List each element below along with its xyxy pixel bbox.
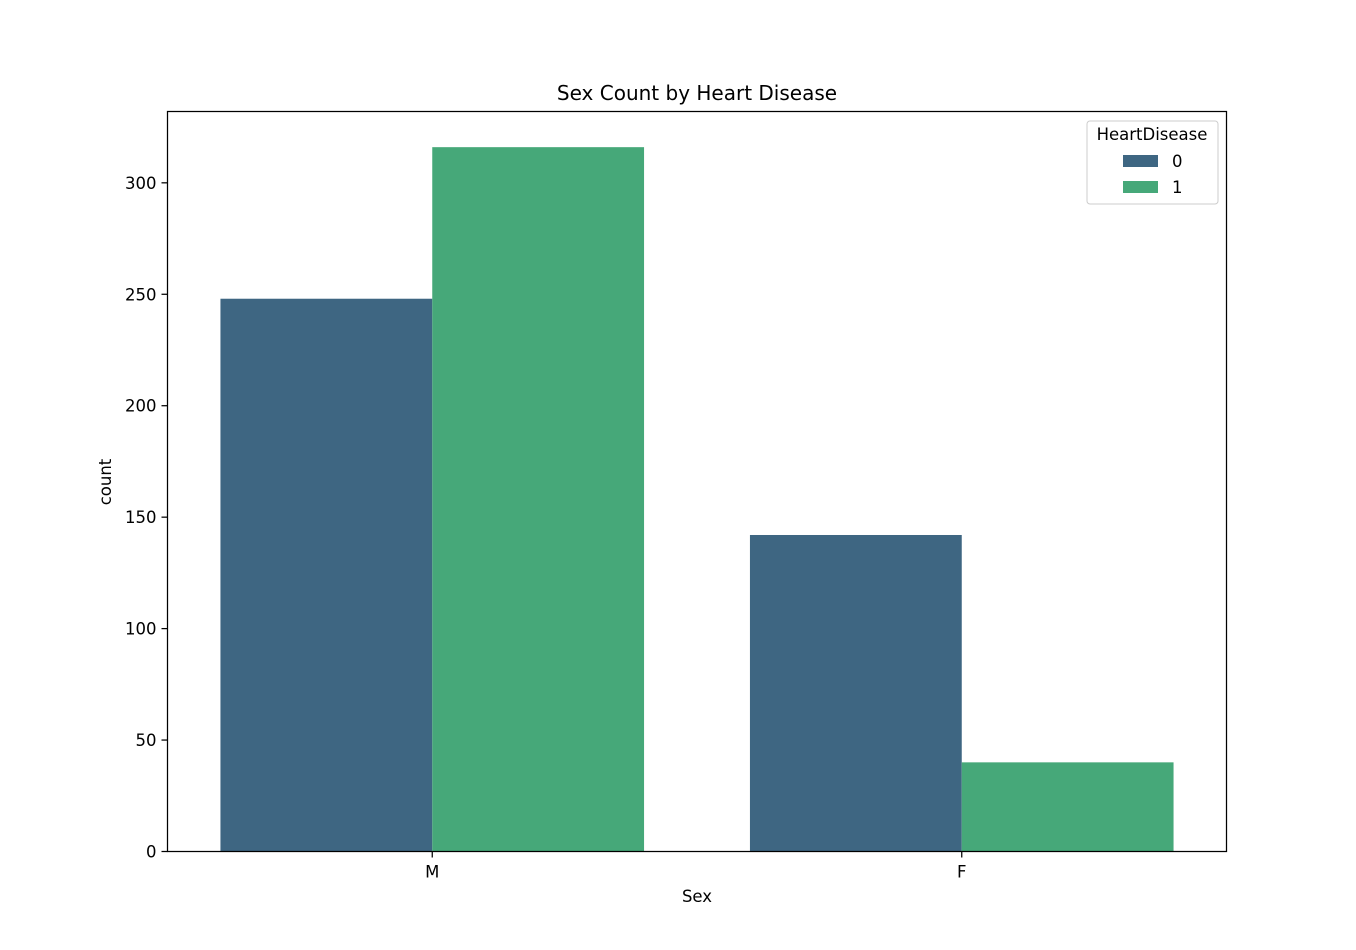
legend-label-series-1: 1 <box>1172 178 1183 197</box>
legend: HeartDisease 0 1 <box>1086 120 1219 205</box>
bar-M-series-0 <box>220 298 433 852</box>
legend-swatch-series-1 <box>1123 181 1158 193</box>
legend-title: HeartDisease <box>1097 125 1208 144</box>
y-tick-label: 100 <box>125 620 157 639</box>
y-tick-label: 200 <box>125 397 157 416</box>
bar-M-series-1 <box>432 147 645 852</box>
legend-label-series-0: 0 <box>1172 152 1183 171</box>
x-tick-label-M: M <box>425 863 439 882</box>
x-axis-label: Sex <box>682 887 712 906</box>
chart-title: Sex Count by Heart Disease <box>557 81 837 105</box>
plot-frame <box>166 110 1228 853</box>
y-tick-label: 250 <box>125 285 157 304</box>
bar-F-series-1 <box>961 762 1174 852</box>
bars-group <box>220 147 1174 852</box>
legend-swatch-series-0 <box>1123 155 1158 167</box>
y-tick-label: 150 <box>125 508 157 527</box>
y-axis-ticks: 0 50 100 150 200 250 300 <box>125 174 168 862</box>
x-tick-label-F: F <box>957 863 967 882</box>
y-tick-label: 0 <box>146 843 157 862</box>
bar-F-series-0 <box>749 534 962 852</box>
y-tick-label: 300 <box>125 174 157 193</box>
y-tick-label: 50 <box>136 731 157 750</box>
y-axis-label: count <box>96 458 115 505</box>
